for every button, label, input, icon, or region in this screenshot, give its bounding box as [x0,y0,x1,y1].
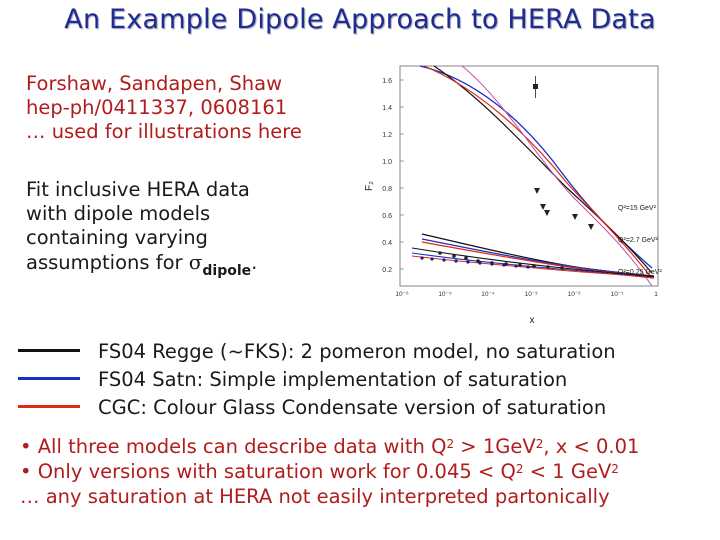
x-tick-labels: 10⁻⁶ 10⁻⁵ 10⁻⁴ 10⁻³ 10⁻² 10⁻¹ 1 [395,291,658,298]
y-tick-label: 0.4 [382,240,392,247]
bullet-1-text-c: , x < 0.01 [543,435,640,458]
legend-label-cgc: CGC: Colour Glass Condensate version of … [98,396,607,419]
legend-item-regge: FS04 Regge (~FKS): 2 pomeron model, no s… [18,340,718,368]
curve-cgc-q15 [423,65,653,279]
x-tick-label: 10⁻³ [525,291,539,298]
y-axis-label: F₂ [364,181,375,191]
x-axis-label: x [530,315,535,326]
y-tick-label: 1.0 [382,159,392,166]
bullet-2-sup-1: 2 [515,462,524,476]
curve-regge-q15 [433,65,653,274]
sigma-subscript: dipole [202,263,252,279]
plot-frame [399,65,659,287]
q2-label: Q²=2.7 GeV² [618,237,659,244]
bullet-1-sup-1: 2 [446,437,455,451]
y-tick-label: 1.6 [382,78,392,85]
x-tick-label: 10⁻⁵ [438,291,452,298]
fit-line-4: assumptions for σdipole. [26,250,366,279]
bullet-2-text-a: • Only versions with saturation work for… [20,460,516,483]
reference-papers: hep-ph/0411337, 0608161 [26,96,288,119]
fit-line-4-prefix: assumptions for [26,251,189,274]
bullet-2-sup-2: 2 [611,462,619,476]
y-tick-label: 0.6 [382,213,392,220]
y-tick-label: 1.4 [382,105,392,112]
curve-cgc-q025 [411,255,655,279]
fit-line-4-suffix: . [251,251,258,274]
q2-labels: Q²=15 GeV² Q²=2.7 GeV² Q²=0.25 GeV² [618,205,662,276]
y-tick-labels: 1.6 1.4 1.2 1.0 0.8 0.6 0.4 0.2 [382,78,392,274]
legend-line-satn [18,377,80,380]
curve-alt-q15 [461,65,653,287]
x-tick-label: 10⁻² [568,291,582,298]
y-ticks [400,79,404,270]
data-points-q025 [420,256,530,269]
bullet-1-text-b: > 1GeV [454,435,536,458]
x-tick-label: 1 [654,291,658,298]
bullet-1-sup-2: 2 [535,437,544,451]
legend-line-regge [18,349,80,352]
reference-block: Forshaw, Sandapen, Shaw hep-ph/0411337, … [26,72,356,144]
data-points-q15 [533,76,594,230]
x-tick-label: 10⁻¹ [611,291,625,298]
sigma-symbol: σ [188,250,203,274]
bullet-1: • All three models can describe data wit… [20,434,720,459]
bullet-3: … any saturation at HERA not easily inte… [20,485,610,508]
slide-title: An Example Dipole Approach to HERA Data [64,4,656,35]
y-tick-label: 1.2 [382,132,392,139]
reference-note: … used for illustrations here [26,120,302,143]
curve-satn-q27 [421,238,655,278]
reference-authors: Forshaw, Sandapen, Shaw [26,72,283,95]
fit-line-1: Fit inclusive HERA data [26,178,250,201]
x-tick-label: 10⁻⁶ [395,291,409,298]
q2-label: Q²=15 GeV² [618,205,657,212]
legend-label-satn: FS04 Satn: Simple implementation of satu… [98,368,568,391]
q2-label: Q²=0.25 GeV² [618,269,662,276]
bullet-1-text-a: • All three models can describe data wit… [20,435,447,458]
fit-line-3: containing varying [26,226,208,249]
legend-line-cgc [18,405,80,408]
conclusion-bullets: • All three models can describe data wit… [20,434,720,509]
fit-description: Fit inclusive HERA data with dipole mode… [26,178,366,279]
bullet-2: • Only versions with saturation work for… [20,459,720,484]
fit-line-2: with dipole models [26,202,211,225]
legend-label-regge: FS04 Regge (~FKS): 2 pomeron model, no s… [98,340,616,363]
y-tick-label: 0.2 [382,267,392,274]
bullet-2-text-b: < 1 GeV [523,460,612,483]
legend-item-satn: FS04 Satn: Simple implementation of satu… [18,368,718,396]
f2-plot: 1.6 1.4 1.2 1.0 0.8 0.6 0.4 0.2 F₂ 10⁻⁶ … [364,65,662,326]
legend-item-cgc: CGC: Colour Glass Condensate version of … [18,396,718,424]
y-tick-label: 0.8 [382,186,392,193]
x-tick-label: 10⁻⁴ [481,291,495,298]
